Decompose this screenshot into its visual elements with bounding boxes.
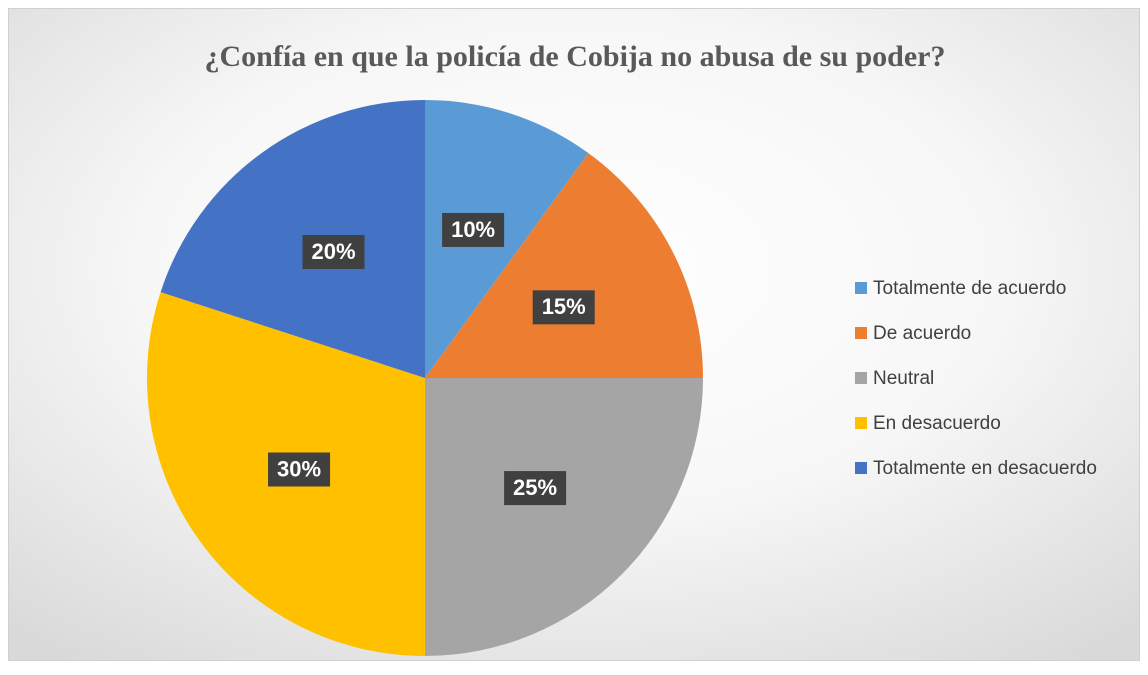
legend-swatch — [855, 462, 867, 474]
legend-swatch — [855, 417, 867, 429]
legend-swatch — [855, 372, 867, 384]
data-label: 25% — [513, 475, 557, 500]
pie-slice — [425, 378, 703, 656]
data-label-box — [532, 290, 595, 325]
data-label-box — [268, 452, 331, 487]
data-label: 10% — [451, 217, 495, 242]
legend-label: Neutral — [873, 368, 934, 389]
legend-label: De acuerdo — [873, 323, 971, 344]
pie-slice — [425, 100, 589, 378]
data-label: 30% — [277, 456, 321, 481]
legend-label: Totalmente de acuerdo — [873, 278, 1066, 299]
data-label-box — [302, 235, 365, 270]
chart-title: ¿Confía en que la policía de Cobija no a… — [205, 40, 946, 73]
data-label-box — [442, 212, 505, 247]
data-label: 15% — [542, 294, 586, 319]
data-label-box — [504, 471, 567, 506]
data-label: 20% — [311, 239, 355, 264]
legend-label: Totalmente en desacuerdo — [873, 458, 1097, 479]
legend-swatch — [855, 327, 867, 339]
pie-slice — [160, 100, 425, 378]
pie-slice — [425, 153, 703, 378]
legend-label: En desacuerdo — [873, 413, 1001, 434]
legend-swatch — [855, 282, 867, 294]
